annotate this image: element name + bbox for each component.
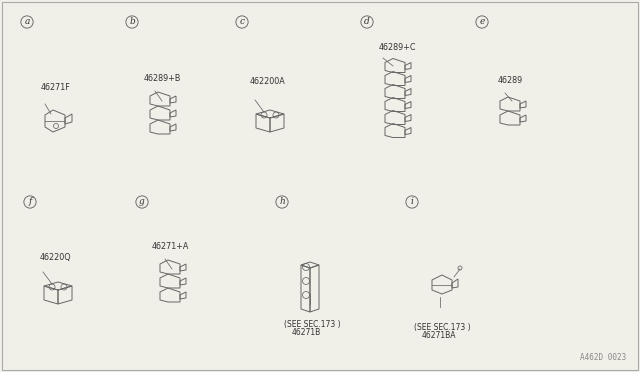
Text: e: e bbox=[479, 17, 484, 26]
Text: 46271B: 46271B bbox=[292, 328, 321, 337]
Text: (SEE SEC.173 ): (SEE SEC.173 ) bbox=[414, 323, 470, 332]
Text: a: a bbox=[24, 17, 29, 26]
Text: g: g bbox=[139, 198, 145, 206]
Text: 46289+B: 46289+B bbox=[144, 74, 181, 83]
Text: 46271BA: 46271BA bbox=[422, 331, 456, 340]
Text: A462D 0023: A462D 0023 bbox=[580, 353, 626, 362]
Text: c: c bbox=[239, 17, 244, 26]
Text: 46289+C: 46289+C bbox=[379, 43, 417, 52]
Text: 462200A: 462200A bbox=[250, 77, 285, 86]
Text: d: d bbox=[364, 17, 370, 26]
Text: 46289: 46289 bbox=[498, 76, 524, 85]
Text: i: i bbox=[411, 198, 413, 206]
Text: 46271F: 46271F bbox=[41, 83, 71, 92]
Text: (SEE SEC.173 ): (SEE SEC.173 ) bbox=[284, 320, 340, 329]
Text: 46220Q: 46220Q bbox=[40, 253, 72, 262]
Text: h: h bbox=[279, 198, 285, 206]
Text: b: b bbox=[129, 17, 135, 26]
Text: f: f bbox=[28, 198, 32, 206]
Text: 46271+A: 46271+A bbox=[152, 242, 189, 251]
